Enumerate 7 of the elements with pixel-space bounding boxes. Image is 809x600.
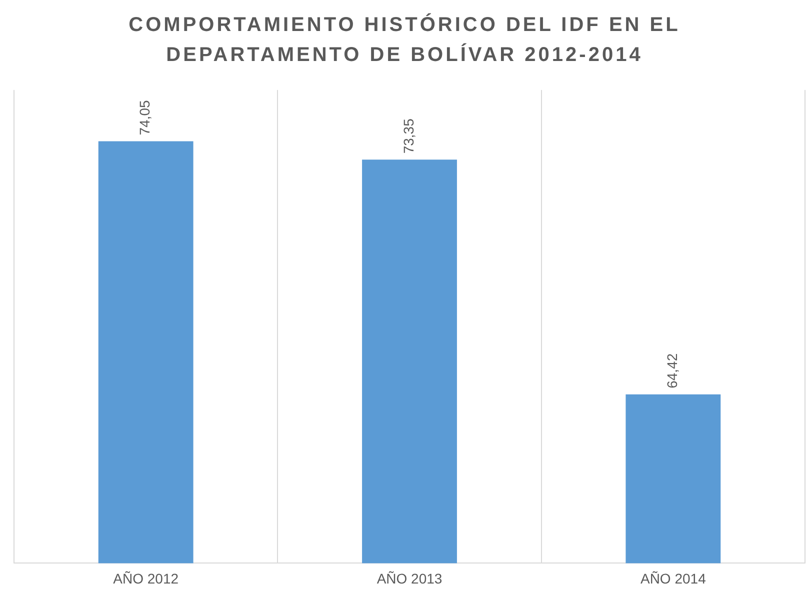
x-tick-label: AÑO 2013 [376,570,442,586]
data-label: 64,42 [664,353,680,388]
data-label: 74,05 [136,100,153,136]
chart-title: COMPORTAMIENTO HISTÓRICO DEL IDF EN EL DEPARTAMENTO DE BOLÍVAR 2012-2014 [128,12,682,68]
x-tick-label: AÑO 2014 [640,570,706,586]
data-label: 73,35 [400,118,416,154]
x-tick-label: AÑO 2012 [113,570,179,586]
